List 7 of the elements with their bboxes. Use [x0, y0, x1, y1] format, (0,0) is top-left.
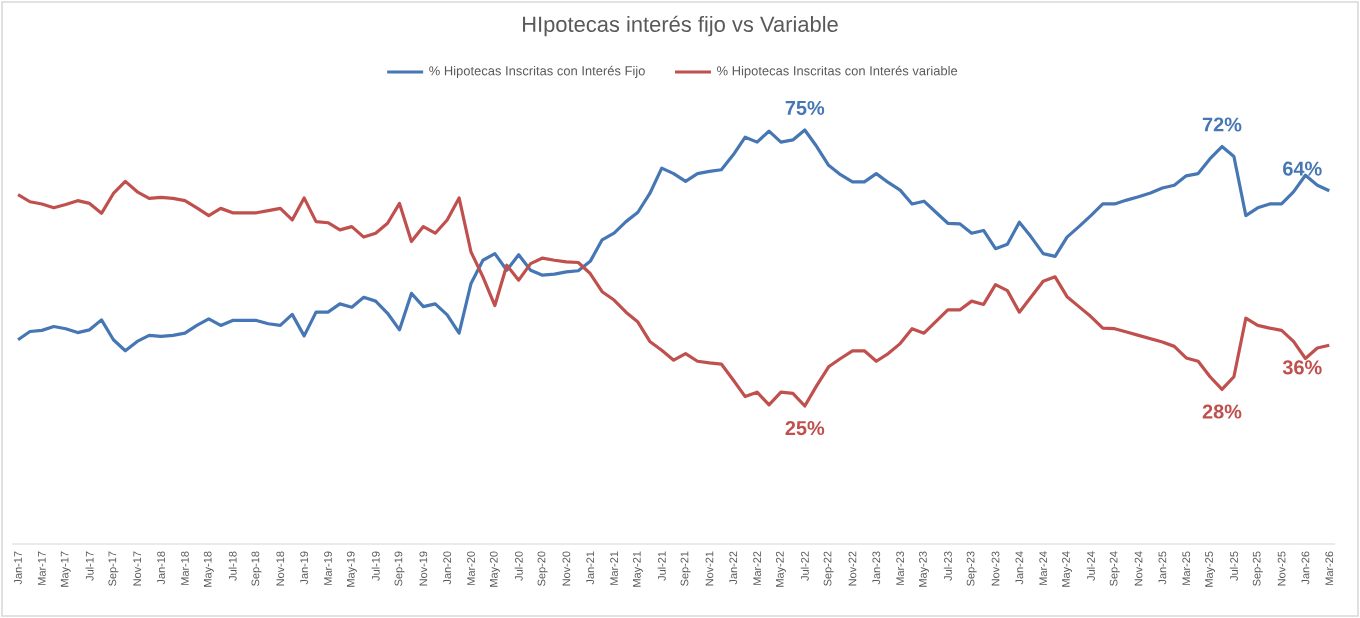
data-label: 64% [1283, 161, 1322, 176]
chart-title: HIpotecas interés fijo vs Variable [523, 15, 838, 37]
data-label: 75% [785, 100, 825, 115]
data-label: 28% [1202, 404, 1242, 419]
data-label: 25% [785, 421, 825, 436]
data-label: 72% [1202, 117, 1242, 132]
data-label: 36% [1282, 360, 1322, 375]
